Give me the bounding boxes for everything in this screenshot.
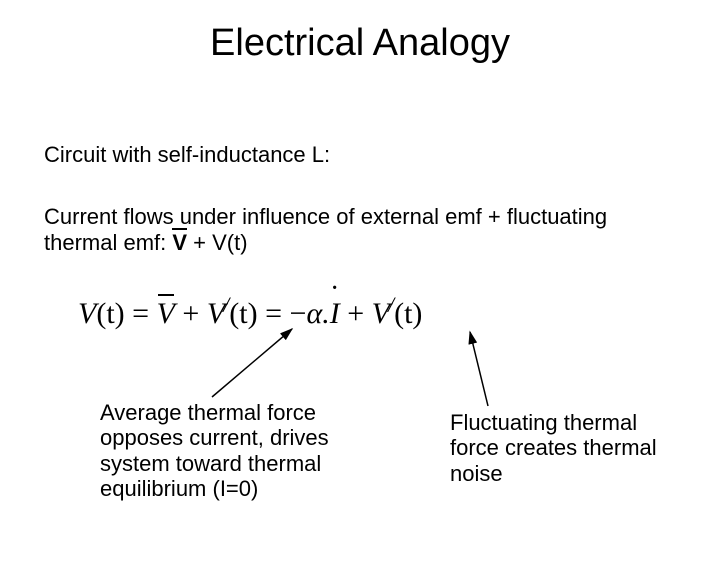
- intro-line-2-pre: Current flows under influence of externa…: [44, 204, 607, 255]
- eq-idot: I: [330, 297, 340, 331]
- intro-line-1: Circuit with self-inductance L:: [44, 142, 330, 168]
- eq-equals-2: =: [265, 297, 289, 330]
- caption-fluctuating-force: Fluctuating thermal force creates therma…: [450, 410, 660, 486]
- eq-paren-t-3: (t): [394, 297, 422, 330]
- arrow-left: [212, 329, 292, 397]
- eq-paren-t-2: (t): [229, 297, 265, 330]
- eq-equals-1: =: [132, 297, 156, 330]
- eq-alpha: α.: [306, 297, 329, 330]
- eq-paren-t-1: (t): [96, 297, 132, 330]
- page-title: Electrical Analogy: [0, 22, 720, 65]
- arrow-right: [470, 332, 488, 406]
- eq-vbar: V: [157, 297, 175, 331]
- main-equation: V(t) = V + V/(t) = −α.I + V/(t): [78, 292, 422, 331]
- eq-plus-1: +: [175, 297, 207, 330]
- eq-v: V: [78, 297, 96, 330]
- intro-line-2-post: + V(t): [187, 230, 248, 255]
- intro-line-2: Current flows under influence of externa…: [44, 204, 684, 257]
- eq-plus-2: +: [340, 297, 372, 330]
- v-bar-symbol: V: [172, 230, 187, 256]
- caption-average-force: Average thermal force opposes current, d…: [100, 400, 360, 501]
- eq-minus: −: [290, 297, 307, 330]
